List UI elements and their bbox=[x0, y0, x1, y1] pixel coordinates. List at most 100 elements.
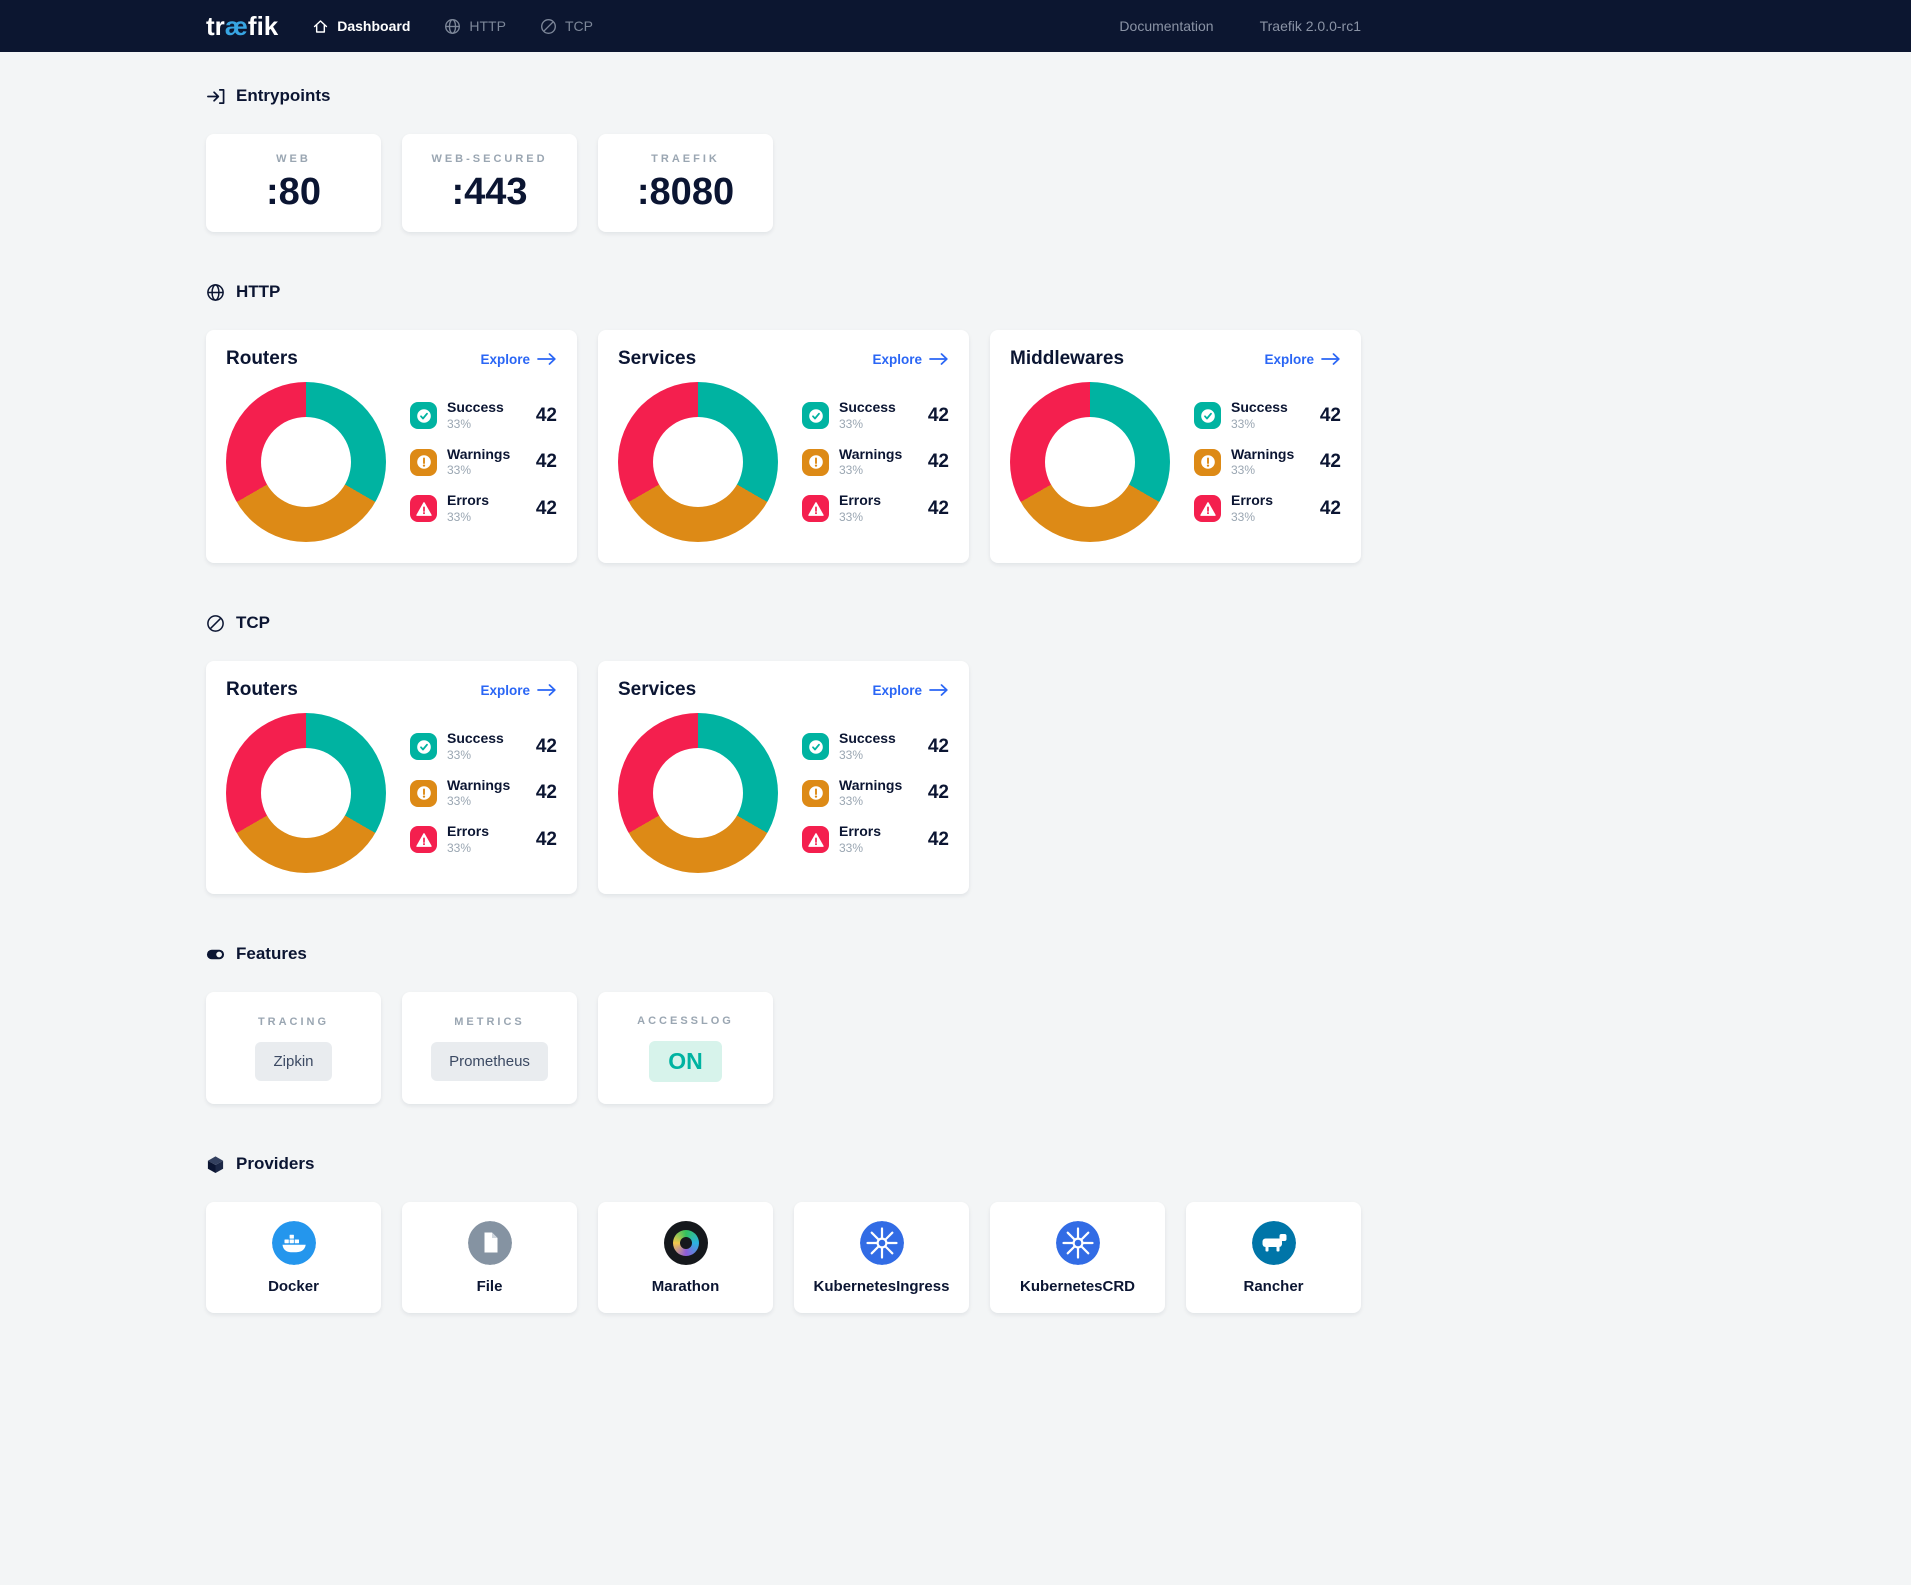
nav-tcp[interactable]: TCP bbox=[540, 18, 593, 35]
entrypoint-card-web: WEB :80 bbox=[206, 134, 381, 232]
entrypoints-icon bbox=[206, 87, 225, 106]
entrypoint-label: WEB-SECURED bbox=[431, 152, 548, 165]
donut-chart bbox=[226, 382, 386, 542]
legend-value: 42 bbox=[927, 735, 949, 757]
feature-label: TRACING bbox=[257, 1015, 330, 1028]
toggle-icon bbox=[206, 945, 225, 964]
success-icon bbox=[802, 733, 829, 760]
legend-percent: 33% bbox=[1231, 463, 1256, 478]
feature-badge: Zipkin bbox=[255, 1041, 332, 1081]
legend-warnings: Warnings 33% 42 bbox=[410, 446, 557, 479]
legend-errors: Errors 33% 42 bbox=[410, 823, 557, 856]
legend-errors: Errors 33% 42 bbox=[410, 492, 557, 525]
arrow-right-icon bbox=[929, 684, 949, 696]
http-middlewares-panel: Middlewares Explore Success 33% 42 bbox=[990, 330, 1361, 563]
arrow-right-icon bbox=[1321, 353, 1341, 365]
provider-label: Rancher bbox=[1243, 1277, 1304, 1295]
tcp-title: TCP bbox=[206, 613, 1361, 633]
nav-tcp-label: TCP bbox=[564, 18, 593, 34]
success-icon bbox=[410, 733, 437, 760]
legend-percent: 33% bbox=[447, 416, 472, 431]
legend-value: 42 bbox=[927, 497, 949, 519]
explore-link[interactable]: Explore bbox=[480, 683, 557, 698]
legend-value: 42 bbox=[535, 828, 557, 850]
legend-value: 42 bbox=[535, 451, 557, 472]
provider-label: Marathon bbox=[651, 1277, 720, 1295]
features-title: Features bbox=[206, 944, 1361, 964]
donut-chart bbox=[618, 382, 778, 542]
providers-title: Providers bbox=[206, 1154, 1361, 1174]
warning-icon bbox=[802, 779, 829, 807]
warning-icon bbox=[410, 779, 437, 807]
chart-legend: Success 33% 42 Warnings 33% 42 Errors 33% 4… bbox=[802, 730, 949, 856]
legend-percent: 33% bbox=[447, 747, 472, 762]
explore-label: Explore bbox=[480, 351, 530, 367]
explore-label: Explore bbox=[1264, 351, 1314, 367]
chart-legend: Success 33% 42 Warnings 33% 42 Errors 33% 4… bbox=[410, 730, 557, 856]
globe-icon bbox=[444, 18, 461, 35]
legend-percent: 33% bbox=[447, 794, 472, 809]
arrow-right-icon bbox=[537, 684, 557, 696]
legend-label: Errors bbox=[447, 823, 490, 840]
feature-label: METRICS bbox=[454, 1015, 525, 1028]
legend-label: Success bbox=[447, 399, 504, 416]
legend-label: Success bbox=[1231, 399, 1288, 416]
legend-success: Success 33% 42 bbox=[802, 730, 949, 763]
feature-card-tracing: TRACING Zipkin bbox=[206, 992, 381, 1104]
legend-value: 42 bbox=[535, 404, 557, 426]
warning-icon bbox=[802, 448, 829, 476]
arrow-right-icon bbox=[537, 353, 557, 365]
marathon-icon bbox=[663, 1220, 708, 1265]
explore-label: Explore bbox=[872, 351, 922, 367]
legend-warnings: Warnings 33% 42 bbox=[802, 446, 949, 479]
tcp-icon bbox=[206, 614, 225, 633]
legend-value: 42 bbox=[927, 451, 949, 472]
feature-card-accesslog: ACCESSLOG ON bbox=[598, 992, 773, 1104]
legend-percent: 33% bbox=[839, 840, 864, 855]
provider-card-marathon: Marathon bbox=[598, 1202, 773, 1313]
kubernetes-icon bbox=[1056, 1221, 1100, 1265]
http-routers-panel: Routers Explore Success 33% 42 bbox=[206, 330, 577, 563]
nav-http[interactable]: HTTP bbox=[444, 18, 506, 35]
docker-icon bbox=[272, 1221, 316, 1265]
explore-link[interactable]: Explore bbox=[480, 352, 557, 367]
explore-link[interactable]: Explore bbox=[872, 683, 949, 698]
tcp-routers-panel: Routers Explore Success 33% 42 bbox=[206, 661, 577, 894]
legend-label: Warnings bbox=[839, 445, 903, 462]
version-link[interactable]: Traefik 2.0.0-rc1 bbox=[1259, 18, 1361, 34]
warning-icon bbox=[410, 448, 437, 476]
nav-http-label: HTTP bbox=[469, 18, 506, 34]
legend-value: 42 bbox=[535, 497, 557, 519]
explore-link[interactable]: Explore bbox=[872, 352, 949, 367]
nav-dashboard[interactable]: Dashboard bbox=[312, 18, 410, 35]
legend-label: Errors bbox=[447, 492, 490, 509]
legend-percent: 33% bbox=[1231, 416, 1256, 431]
legend-success: Success 33% 42 bbox=[1194, 399, 1341, 432]
explore-link[interactable]: Explore bbox=[1264, 352, 1341, 367]
legend-errors: Errors 33% 42 bbox=[1194, 492, 1341, 525]
legend-percent: 33% bbox=[447, 509, 472, 524]
error-icon bbox=[1194, 495, 1221, 522]
legend-warnings: Warnings 33% 42 bbox=[410, 777, 557, 810]
legend-value: 42 bbox=[927, 404, 949, 426]
legend-warnings: Warnings 33% 42 bbox=[1194, 446, 1341, 479]
panel-title: Middlewares bbox=[1010, 348, 1125, 369]
donut-chart bbox=[618, 713, 778, 873]
legend-errors: Errors 33% 42 bbox=[802, 823, 949, 856]
entrypoint-card-web-secured: WEB-SECURED :443 bbox=[402, 134, 577, 232]
legend-value: 42 bbox=[1319, 404, 1341, 426]
rancher-icon bbox=[1252, 1221, 1296, 1265]
nav-dashboard-label: Dashboard bbox=[337, 18, 411, 34]
entrypoint-port: :80 bbox=[266, 170, 321, 213]
feature-badge: Prometheus bbox=[431, 1041, 548, 1081]
http-title: HTTP bbox=[206, 282, 1361, 302]
success-icon bbox=[1194, 402, 1221, 429]
documentation-link[interactable]: Documentation bbox=[1119, 18, 1214, 34]
legend-label: Errors bbox=[1231, 492, 1274, 509]
file-icon bbox=[468, 1221, 512, 1265]
entrypoint-label: TRAEFIK bbox=[651, 152, 720, 165]
providers-section: Providers Docker File Marathon Kubernete… bbox=[206, 1154, 1361, 1313]
legend-value: 42 bbox=[1319, 497, 1341, 519]
features-section: Features TRACING Zipkin METRICS Promethe… bbox=[206, 944, 1361, 1104]
explore-label: Explore bbox=[872, 682, 922, 698]
